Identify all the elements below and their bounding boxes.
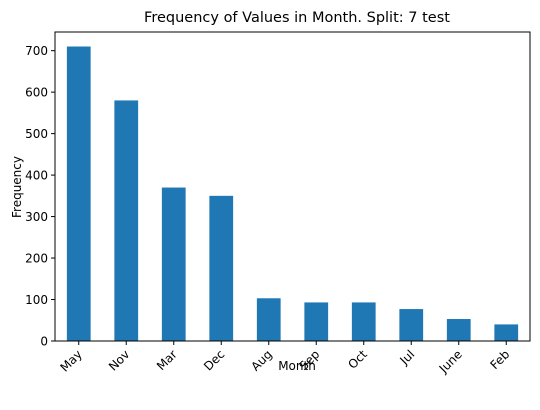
x-tick-label: Jul [397, 347, 418, 368]
y-tick-label: 100 [25, 293, 48, 307]
y-tick-label: 400 [25, 169, 48, 183]
y-tick-label: 600 [25, 86, 48, 100]
bar-may [66, 46, 91, 341]
x-tick-label: May [57, 347, 84, 374]
y-tick-label: 0 [40, 335, 48, 349]
x-tick-label: Aug [248, 347, 274, 373]
plot-area [66, 46, 519, 341]
bar-feb [494, 324, 519, 341]
bar-aug [256, 298, 281, 341]
bar-jul [399, 309, 424, 341]
bar-nov [114, 100, 139, 341]
bar-june [446, 319, 471, 341]
y-tick-label: 700 [25, 44, 48, 58]
y-axis: 0 100 200 300 400 500 600 700 [25, 44, 55, 349]
x-tick-label: June [436, 347, 465, 376]
y-tick-label: 500 [25, 127, 48, 141]
x-tick-label: Oct [345, 347, 370, 372]
x-axis-label: Month [278, 359, 316, 373]
bar-oct [351, 302, 376, 341]
y-tick-label: 300 [25, 210, 48, 224]
x-tick-label: Mar [154, 347, 180, 373]
chart-title: Frequency of Values in Month. Split: 7 t… [144, 10, 450, 26]
x-tick-label: Dec [201, 347, 227, 373]
y-axis-label: Frequency [10, 156, 24, 218]
bar-sep [304, 302, 329, 341]
bar-mar [161, 187, 186, 341]
y-tick-label: 200 [25, 252, 48, 266]
bar-dec [209, 195, 234, 341]
plot-frame [54, 31, 531, 342]
x-tick-label: Feb [487, 347, 512, 372]
x-tick-label: Nov [106, 347, 132, 373]
